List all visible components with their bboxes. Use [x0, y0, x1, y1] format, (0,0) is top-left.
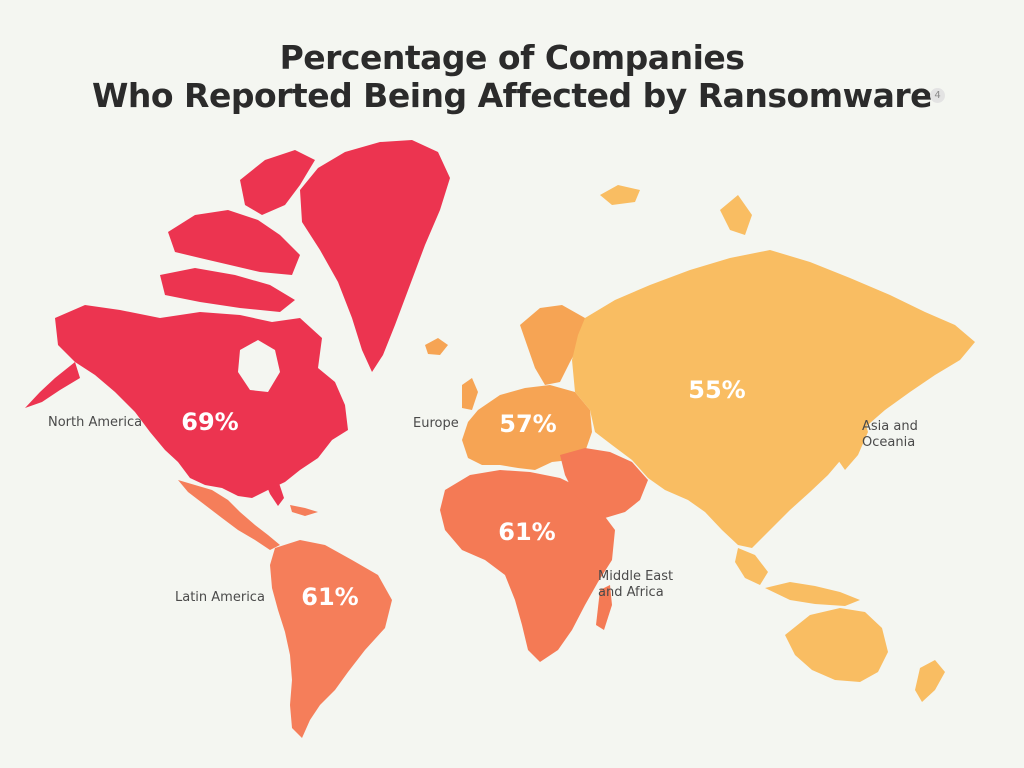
title-line-1: Percentage of Companies [279, 38, 745, 77]
europe-mainland-shape [462, 385, 592, 470]
middle-east-africa-percent: 61% [498, 518, 555, 546]
middle-east-africa-label-line-2: and Africa [598, 585, 664, 600]
alaska-tail-shape [25, 362, 80, 408]
south-america-shape [270, 540, 392, 738]
africa-shape [440, 470, 615, 662]
indonesia-shape [765, 582, 860, 606]
asia-oceania-label-line-2: Oceania [862, 435, 915, 450]
region-latin-america [178, 480, 392, 738]
north-america-mainland-shape [55, 305, 348, 498]
caribbean-shape [290, 505, 318, 516]
asia-mainland-shape [572, 250, 975, 548]
central-america-shape [178, 480, 280, 550]
middle-east-shape [560, 448, 648, 518]
iceland-shape [425, 338, 448, 355]
region-europe [425, 305, 592, 470]
scandinavia-shape [520, 305, 585, 385]
arctic-islands-shape [240, 150, 315, 215]
arctic-russia-shape-2 [720, 195, 752, 235]
greenland-shape [300, 140, 450, 372]
florida-shape [265, 480, 284, 506]
europe-label: Europe [413, 416, 459, 431]
asia-oceania-percent: 55% [688, 376, 745, 404]
australia-shape [785, 608, 888, 682]
info-badge: 4 [930, 88, 945, 103]
new-zealand-shape [915, 660, 945, 702]
title-line-2: Who Reported Being Affected by Ransomwar… [92, 76, 933, 115]
middle-east-africa-label-line-1: Middle East [598, 569, 673, 584]
uk-shape [462, 378, 478, 410]
madagascar-shape [596, 585, 612, 630]
southeast-asia-shape [735, 548, 768, 585]
asia-oceania-label-line-1: Asia and [862, 419, 918, 434]
japan-shape [838, 412, 868, 470]
arctic-russia-shape [600, 185, 640, 205]
north-america-label: North America [48, 415, 142, 430]
region-asia-oceania [572, 185, 975, 702]
europe-percent: 57% [499, 410, 556, 438]
arctic-islands-shape-2 [168, 210, 300, 275]
hudson-bay-shape [238, 340, 280, 392]
arctic-islands-shape-3 [160, 268, 295, 312]
region-middle-east-africa [440, 448, 648, 662]
latin-america-label: Latin America [175, 590, 265, 605]
region-north-america [25, 140, 450, 506]
latin-america-percent: 61% [301, 583, 358, 611]
north-america-percent: 69% [181, 408, 238, 436]
